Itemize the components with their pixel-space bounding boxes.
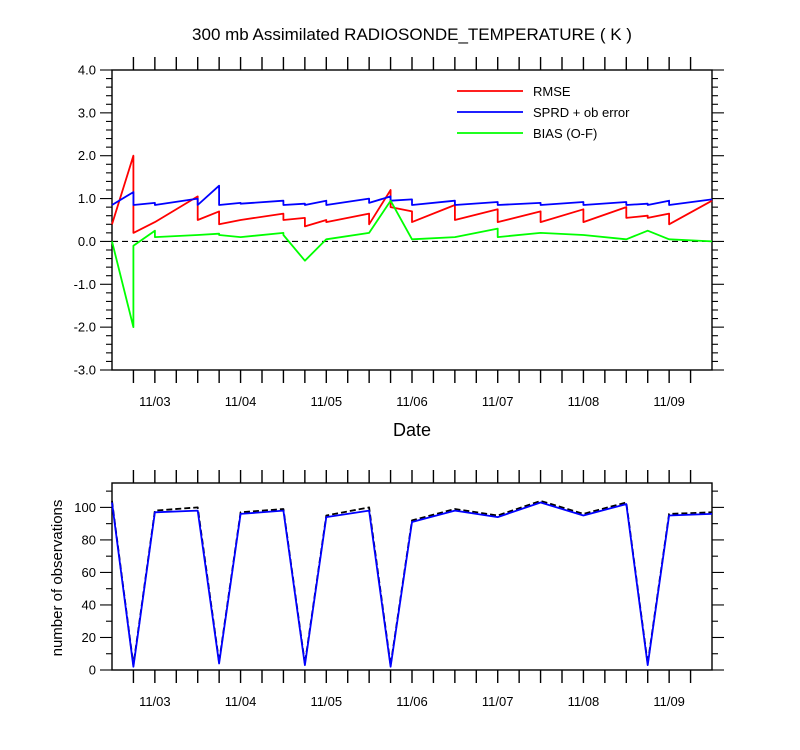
y-tick-label: 1.0 [78,191,96,206]
x-tick-label: 11/09 [653,694,685,709]
x-tick-label: 11/07 [482,394,514,409]
series-line-rmse [111,154,713,234]
y-tick-label: 2.0 [78,148,96,163]
y-tick-label: -3.0 [74,363,96,378]
x-tick-label: 11/09 [653,394,685,409]
x-tick-label: 11/03 [139,394,171,409]
plot-frame [111,482,713,671]
x-tick-label: 11/04 [225,394,257,409]
x-tick-label: 11/05 [310,694,342,709]
y-tick-label: 40 [82,597,96,612]
legend-label-bias-o-f: BIAS (O-F) [533,126,597,141]
y-tick-label: 100 [74,500,96,515]
x-tick-label: 11/08 [568,694,600,709]
x-tick-label: 11/05 [310,394,342,409]
x-tick-label: 11/04 [225,694,257,709]
series-line-bias-o-f [111,199,713,329]
legend: RMSE SPRD + ob error BIAS (O-F) [457,84,630,141]
y-tick-label: 0.0 [78,234,96,249]
y-tick-label: 3.0 [78,105,96,120]
y-tick-label: 0 [89,663,96,678]
x-tick-label: 11/06 [396,394,428,409]
top-plot-area: 11/03 11/04 11/05 11/06 11/07 11/08 11/09 -3.0 -… [74,57,724,409]
y-tick-label: 60 [82,565,96,580]
legend-label-sprd-ob-error: SPRD + ob error [533,105,630,120]
chart-title: 300 mb Assimilated RADIOSONDE_TEMPERATUR… [192,25,632,44]
y-axis-label-observations: number of observations [49,500,66,657]
y-tick-label: -2.0 [74,320,96,335]
x-tick-label: 11/06 [396,694,428,709]
y-tick-label: 80 [82,532,96,547]
y-tick-label: -1.0 [74,277,96,292]
y-tick-label: 20 [82,630,96,645]
legend-label-rmse: RMSE [533,84,571,99]
y-tick-label: 4.0 [78,63,96,78]
bottom-plot-area: 11/03 11/04 11/05 11/06 11/07 11/08 11/09 0 20 40… [74,470,724,709]
x-tick-label: 11/08 [568,394,600,409]
x-axis-label: Date [393,420,431,440]
series-line-used [111,501,713,668]
series-line-sprd-ob-error [111,184,713,206]
x-tick-label: 11/03 [139,694,171,709]
x-tick-label: 11/07 [482,694,514,709]
